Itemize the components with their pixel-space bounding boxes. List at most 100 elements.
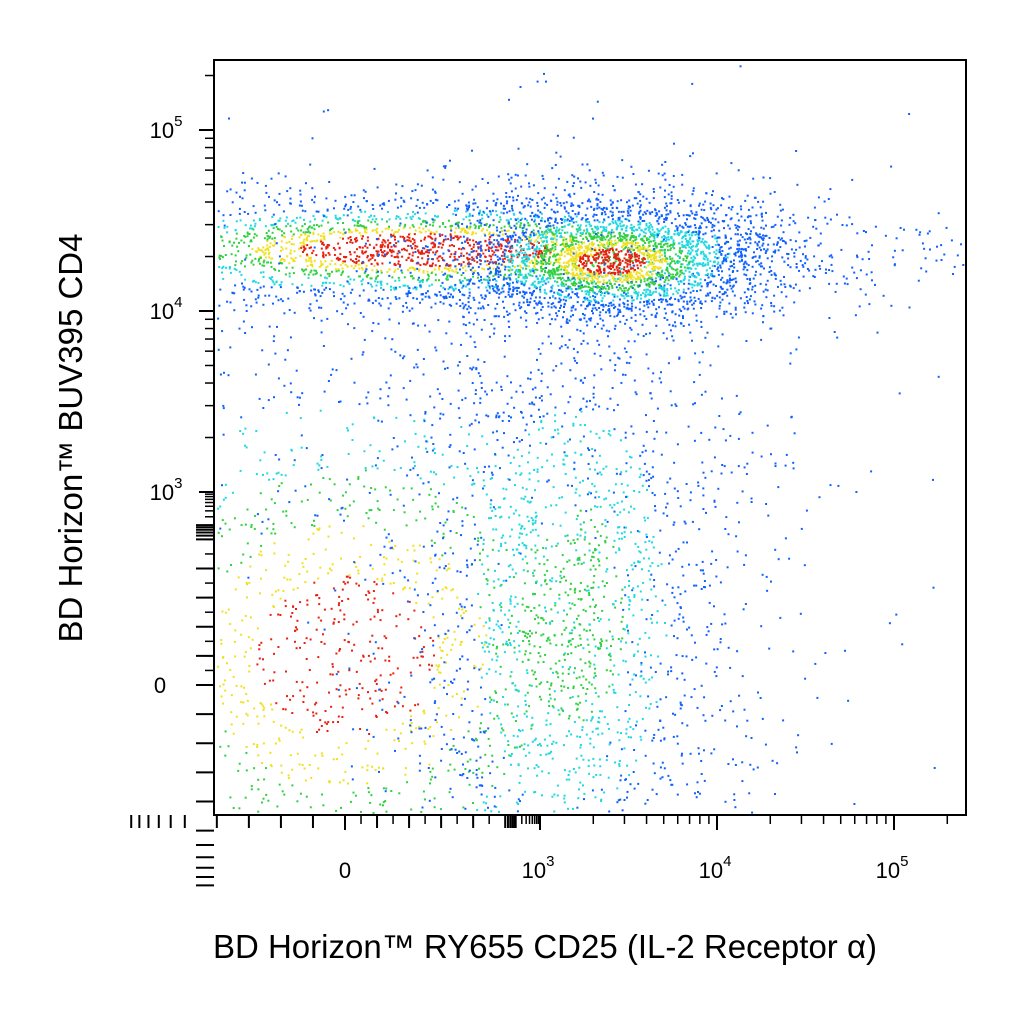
event-dot [638, 235, 641, 238]
event-dot [289, 224, 292, 227]
event-dot [630, 275, 633, 278]
event-dot [858, 305, 861, 308]
event-dot [583, 229, 586, 232]
event-dot [617, 250, 620, 253]
event-dot [515, 286, 518, 289]
event-dot [681, 236, 684, 238]
event-dot [580, 269, 583, 272]
event-dot [586, 279, 589, 281]
event-dot [663, 206, 666, 209]
event-dot [371, 285, 374, 288]
event-dot [241, 197, 244, 200]
event-dot [667, 249, 669, 252]
event-dot [751, 265, 754, 268]
event-dot [508, 178, 511, 181]
event-dot [623, 243, 626, 246]
event-dot [670, 266, 673, 269]
event-dot [642, 244, 645, 247]
event-dot [417, 278, 420, 281]
event-dot [626, 306, 629, 309]
event-dot [589, 289, 591, 291]
event-dot [629, 259, 632, 262]
event-dot [626, 275, 629, 278]
event-dot [605, 311, 607, 314]
event-dot [519, 224, 522, 227]
event-dot [615, 257, 618, 260]
event-dot [463, 305, 466, 308]
event-dot [697, 297, 700, 300]
event-dot [577, 285, 580, 288]
event-dot [690, 231, 693, 234]
event-dot [492, 278, 495, 281]
event-dot [481, 296, 484, 299]
event-dot [406, 293, 409, 296]
event-dot [608, 257, 610, 260]
event-dot [768, 266, 771, 269]
event-dot [622, 301, 625, 304]
event-dot [676, 292, 679, 295]
event-dot [575, 254, 578, 257]
event-dot [539, 288, 542, 291]
event-dot [241, 181, 243, 184]
event-dot [488, 210, 491, 213]
event-dot [728, 274, 731, 277]
event-dot [481, 214, 483, 217]
event-dot [484, 234, 487, 237]
event-dot [890, 304, 893, 307]
event-dot [457, 224, 460, 227]
event-dot [471, 231, 474, 234]
event-dot [450, 275, 453, 278]
event-dot [654, 282, 657, 285]
event-dot [303, 249, 305, 252]
event-dot [344, 195, 347, 198]
event-dot [468, 263, 471, 265]
event-dot [684, 222, 687, 225]
event-dot [458, 263, 461, 265]
event-dot [605, 207, 608, 210]
event-dot [589, 279, 592, 282]
event-dot [747, 228, 750, 231]
event-dot [658, 216, 661, 219]
event-dot [492, 232, 495, 235]
event-dot [612, 299, 615, 302]
event-dot [505, 245, 508, 248]
event-dot [846, 283, 849, 286]
event-dot [475, 241, 478, 243]
event-dot [521, 280, 523, 283]
event-dot [234, 264, 237, 267]
event-dot [396, 252, 399, 255]
event-dot [650, 276, 653, 279]
event-dot [628, 219, 631, 222]
event-dot [511, 209, 514, 212]
event-dot [637, 277, 640, 280]
event-dot [620, 293, 623, 296]
event-dot [611, 286, 614, 289]
event-dot [624, 234, 627, 236]
event-dot [461, 241, 464, 244]
event-dot [743, 219, 746, 222]
event-dot [682, 300, 685, 303]
event-dot [474, 225, 477, 228]
event-dot [759, 282, 762, 285]
event-dot [684, 255, 687, 258]
event-dot [600, 238, 603, 241]
event-dot [310, 226, 313, 229]
event-dot [427, 277, 430, 280]
event-dot [262, 285, 265, 288]
event-dot [468, 219, 471, 222]
event-dot [681, 315, 684, 318]
event-dot [507, 276, 510, 279]
event-dot [700, 326, 703, 328]
event-dot [621, 228, 624, 231]
event-dot [272, 227, 275, 230]
event-dot [325, 216, 328, 219]
event-dot [324, 260, 327, 263]
event-dot [258, 219, 261, 222]
event-dot [672, 241, 675, 244]
event-dot [490, 258, 493, 261]
event-dot [590, 289, 593, 292]
event-dot [263, 259, 266, 262]
event-dot [586, 291, 589, 294]
event-dot [409, 244, 412, 247]
event-dot [732, 284, 735, 287]
